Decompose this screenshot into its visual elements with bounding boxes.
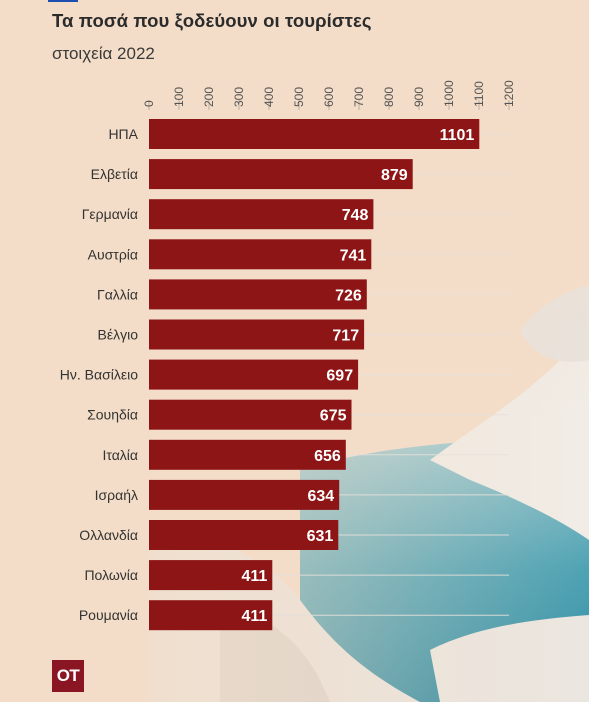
bar (149, 399, 352, 430)
bar (149, 520, 339, 550)
data-label: 697 (326, 368, 353, 385)
category-label: Ελβετία (91, 166, 138, 182)
axis-tick-label: 300 (232, 87, 246, 107)
chart-subtitle: στοιχεία 2022 (52, 44, 155, 63)
bar (149, 479, 340, 510)
axis-tick-label: 500 (292, 87, 306, 107)
axis-tick-label: 0 (142, 100, 156, 107)
axis-tick-label: 1100 (472, 81, 486, 107)
data-label: 879 (381, 167, 408, 184)
top-accent-line (48, 0, 78, 2)
bar (149, 560, 273, 591)
bar (149, 279, 367, 310)
bar (149, 600, 273, 631)
axis-tick-label: 200 (202, 87, 216, 107)
data-label: 748 (342, 207, 369, 224)
bar (149, 239, 372, 270)
category-label: Πολωνία (84, 567, 138, 583)
category-label: Αυστρία (88, 246, 138, 262)
chart-title: Τα ποσά που ξοδεύουν οι τουρίστες (52, 10, 372, 31)
category-label: Σουηδία (87, 407, 138, 423)
category-label: Ολλανδία (79, 527, 138, 543)
category-label: Ην. Βασίλειο (60, 367, 138, 383)
bar (149, 119, 480, 149)
axis-tick-label: 900 (412, 87, 426, 107)
data-label: 741 (340, 247, 367, 264)
ot-logo: ΟΤ (52, 660, 84, 692)
category-label: ΗΠΑ (108, 126, 138, 142)
axis-tick-label: 600 (322, 87, 336, 107)
bar (149, 439, 346, 470)
data-label: 726 (335, 287, 362, 304)
axis-tick-label: 800 (382, 87, 396, 107)
axis-tick-label: 400 (262, 87, 276, 107)
category-label: Βέλγιο (98, 327, 139, 343)
axis-tick-label: 100 (172, 87, 186, 107)
category-label: Ισραήλ (95, 487, 138, 503)
data-label: 656 (314, 448, 341, 465)
bar (149, 359, 359, 390)
data-label: 411 (241, 608, 267, 625)
category-label: Γαλλία (97, 286, 138, 302)
category-label: Γερμανία (82, 206, 138, 222)
bar (149, 199, 374, 230)
data-label: 1101 (440, 127, 475, 144)
axis-tick-label: 1000 (442, 80, 456, 107)
category-label: Ρουμανία (79, 607, 138, 623)
axis-tick-label: 700 (352, 87, 366, 107)
data-label: 631 (307, 528, 334, 545)
data-label: 634 (307, 488, 334, 505)
data-label: 675 (320, 408, 347, 425)
category-label: Ιταλία (102, 447, 138, 463)
data-label: 411 (241, 568, 267, 585)
bar (149, 159, 413, 190)
data-label: 717 (332, 328, 359, 345)
axis-tick-label: 1200 (502, 80, 516, 107)
bar (149, 319, 365, 350)
